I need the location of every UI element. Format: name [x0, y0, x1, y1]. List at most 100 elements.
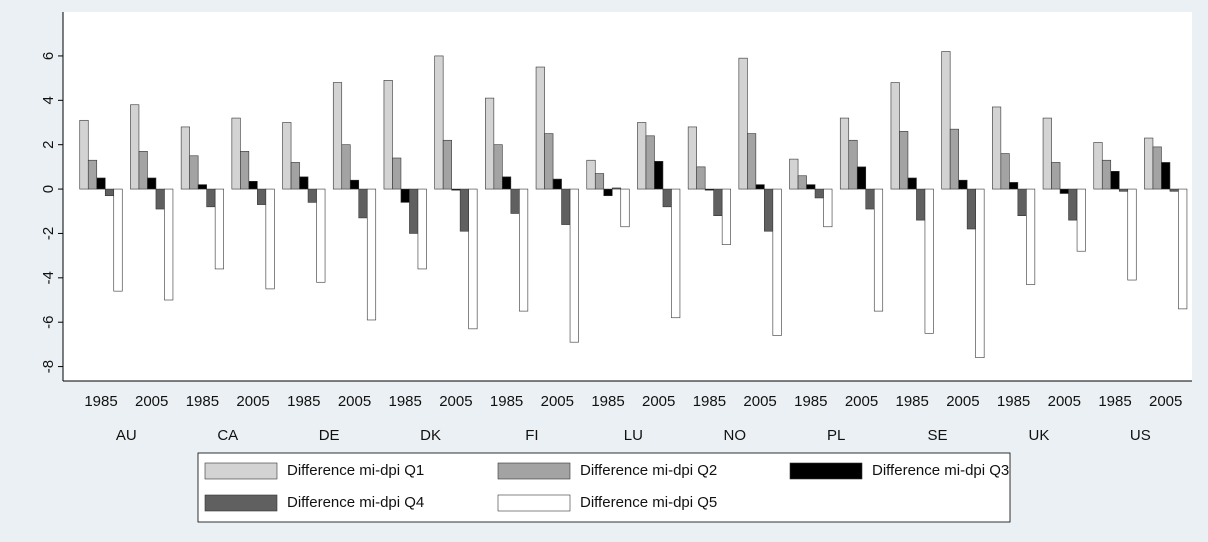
group-label: DE — [319, 427, 340, 444]
x-tick-label: 1985 — [84, 393, 117, 410]
bar — [1152, 146, 1162, 190]
bar — [417, 188, 427, 270]
bar — [451, 188, 461, 191]
bar — [738, 57, 748, 190]
bar — [1000, 153, 1010, 190]
bar — [383, 80, 393, 190]
y-tick-label: -8 — [40, 360, 57, 373]
legend-swatch — [204, 494, 278, 512]
bar — [1101, 159, 1112, 190]
x-tick-label: 1985 — [896, 393, 929, 410]
bar — [747, 133, 757, 190]
group-label: PL — [827, 427, 845, 444]
bar — [282, 122, 292, 190]
bar — [772, 188, 782, 336]
group-label: US — [1130, 427, 1151, 444]
bar — [1017, 188, 1027, 216]
bar — [248, 181, 258, 190]
y-tick-label: 6 — [40, 52, 57, 60]
bar — [662, 188, 672, 208]
y-tick-label: -2 — [40, 227, 57, 240]
bar — [214, 188, 224, 270]
x-tick-label: 2005 — [236, 393, 269, 410]
y-tick-label: 2 — [40, 141, 57, 149]
bar — [645, 135, 655, 190]
legend-swatch — [497, 494, 571, 512]
group-label: SE — [928, 427, 948, 444]
bar — [1042, 117, 1052, 190]
legend-label: Difference mi-dpi Q2 — [580, 462, 717, 479]
bar — [907, 177, 917, 190]
x-tick-label: 1985 — [490, 393, 523, 410]
bar — [620, 188, 630, 228]
bar — [434, 55, 444, 190]
bar — [392, 157, 402, 190]
bar — [1009, 182, 1019, 190]
bar — [459, 188, 469, 232]
group-label: AU — [116, 427, 137, 444]
bar — [341, 144, 351, 190]
bar — [916, 188, 926, 221]
bar — [519, 188, 529, 312]
bar — [966, 188, 976, 230]
bar — [544, 133, 554, 190]
bar — [332, 82, 343, 190]
bar — [1127, 188, 1137, 281]
group-label: FI — [525, 427, 538, 444]
bar — [569, 188, 579, 343]
x-tick-label: 1985 — [997, 393, 1030, 410]
legend-label: Difference mi-dpi Q3 — [872, 462, 1009, 479]
bar — [806, 184, 816, 190]
bar — [349, 179, 360, 190]
bar — [924, 188, 934, 334]
bar — [1051, 162, 1061, 190]
bar — [856, 166, 867, 190]
legend-swatch — [204, 462, 278, 480]
bar — [409, 188, 419, 234]
bar — [290, 162, 300, 190]
bar — [848, 139, 858, 190]
bar — [130, 104, 140, 190]
x-tick-label: 1985 — [693, 393, 726, 410]
bar — [1178, 188, 1188, 310]
bar — [138, 151, 148, 190]
bar — [147, 177, 157, 190]
bar — [992, 106, 1002, 190]
x-tick-label: 2005 — [541, 393, 574, 410]
bar — [1093, 142, 1103, 190]
x-tick-label: 1985 — [287, 393, 320, 410]
bar — [873, 188, 884, 312]
bar — [704, 188, 714, 191]
bar — [240, 151, 250, 190]
bar — [890, 82, 900, 190]
legend-label: Difference mi-dpi Q5 — [580, 494, 717, 511]
bar — [789, 158, 799, 190]
x-tick-label: 2005 — [1048, 393, 1081, 410]
y-tick-label: -4 — [40, 271, 57, 284]
bar — [493, 144, 503, 190]
bar — [104, 188, 115, 197]
bar — [257, 188, 267, 205]
group-label: LU — [624, 427, 643, 444]
bar — [468, 188, 478, 330]
group-label: DK — [420, 427, 441, 444]
x-tick-label: 1985 — [794, 393, 827, 410]
bar — [713, 188, 723, 216]
bar — [535, 66, 545, 190]
bar — [696, 166, 706, 190]
bar — [958, 179, 968, 190]
x-tick-label: 2005 — [439, 393, 472, 410]
bar — [586, 159, 596, 190]
bar — [299, 176, 309, 190]
bar — [637, 122, 647, 190]
bar — [654, 161, 664, 190]
bar — [316, 188, 326, 283]
group-label: UK — [1029, 427, 1050, 444]
bar — [1118, 188, 1129, 192]
bar — [113, 188, 123, 292]
bar — [865, 188, 875, 210]
bar — [155, 188, 165, 210]
bar — [797, 175, 807, 190]
bar — [823, 188, 833, 228]
